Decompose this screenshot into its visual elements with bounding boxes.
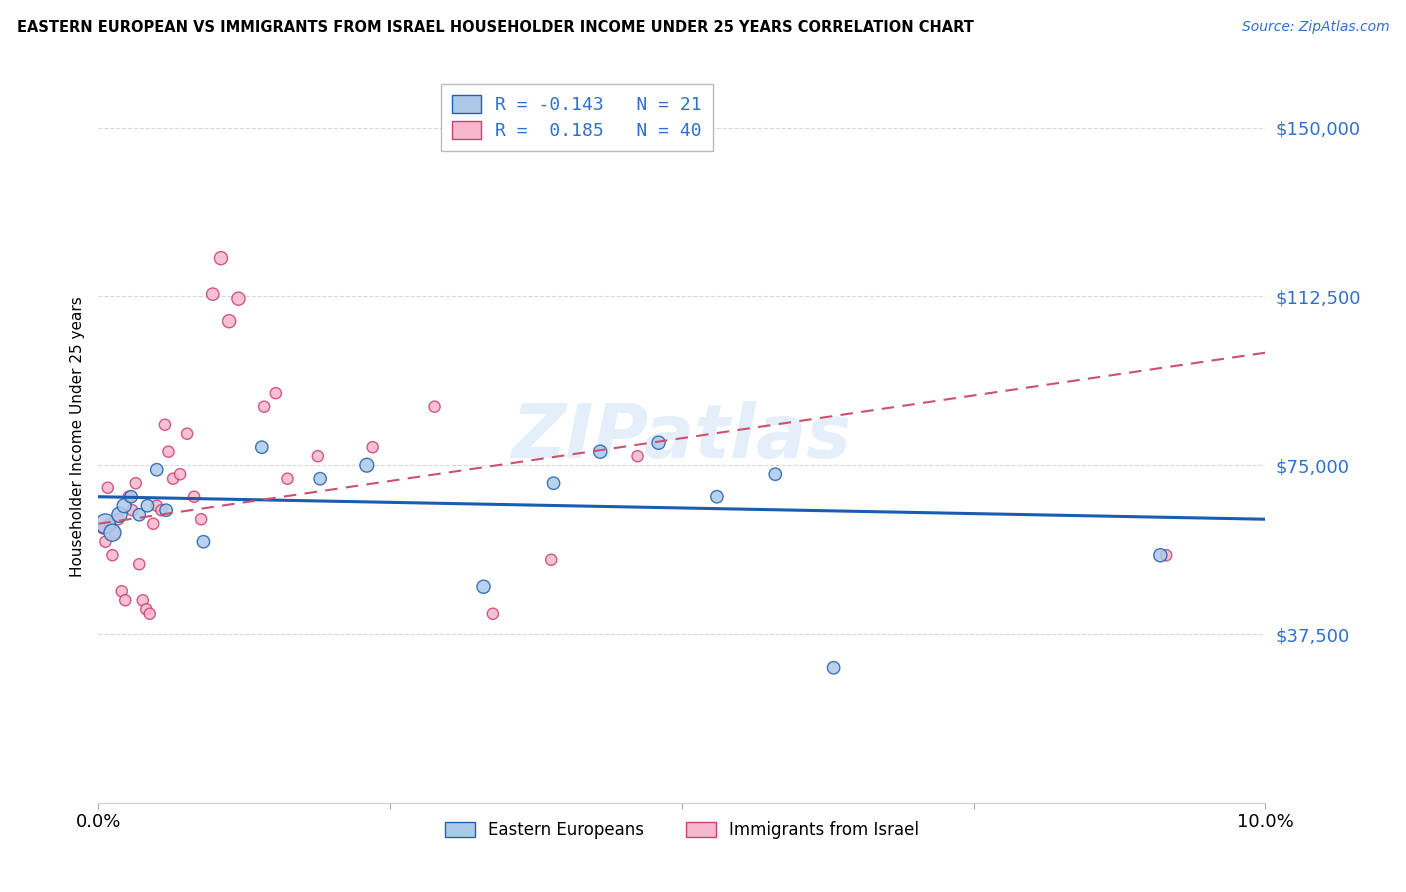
- Point: [176, 426, 198, 441]
- Point: [128, 558, 150, 572]
- Point: [763, 467, 786, 482]
- Point: [136, 499, 159, 513]
- Point: [146, 499, 169, 513]
- Y-axis label: Householder Income Under 25 years: Householder Income Under 25 years: [69, 297, 84, 577]
- Point: [218, 314, 240, 328]
- Point: [309, 472, 332, 486]
- Point: [647, 435, 669, 450]
- Point: [114, 593, 136, 607]
- Point: [125, 476, 148, 491]
- Point: [169, 467, 191, 482]
- Point: [104, 525, 127, 540]
- Point: [94, 534, 117, 549]
- Point: [135, 602, 157, 616]
- Legend: Eastern Europeans, Immigrants from Israel: Eastern Europeans, Immigrants from Israe…: [439, 814, 925, 846]
- Point: [1154, 548, 1177, 562]
- Point: [540, 553, 562, 567]
- Point: [157, 444, 180, 458]
- Point: [307, 449, 329, 463]
- Point: [107, 512, 129, 526]
- Point: [250, 440, 273, 454]
- Text: Source: ZipAtlas.com: Source: ZipAtlas.com: [1241, 20, 1389, 34]
- Point: [118, 490, 141, 504]
- Point: [146, 463, 169, 477]
- Point: [626, 449, 648, 463]
- Point: [128, 508, 150, 522]
- Point: [108, 508, 131, 522]
- Point: [153, 417, 176, 432]
- Point: [98, 516, 121, 531]
- Point: [139, 607, 162, 621]
- Point: [264, 386, 287, 401]
- Point: [150, 503, 173, 517]
- Point: [111, 584, 134, 599]
- Point: [201, 287, 224, 301]
- Point: [706, 490, 728, 504]
- Point: [121, 503, 143, 517]
- Point: [193, 534, 215, 549]
- Point: [142, 516, 165, 531]
- Point: [276, 472, 298, 486]
- Point: [356, 458, 378, 473]
- Point: [94, 516, 117, 531]
- Point: [101, 525, 124, 540]
- Point: [162, 472, 184, 486]
- Point: [132, 593, 155, 607]
- Point: [423, 400, 446, 414]
- Point: [543, 476, 565, 491]
- Point: [472, 580, 495, 594]
- Point: [97, 481, 120, 495]
- Point: [112, 499, 135, 513]
- Point: [209, 251, 232, 265]
- Point: [120, 490, 142, 504]
- Point: [482, 607, 505, 621]
- Point: [361, 440, 384, 454]
- Point: [823, 661, 845, 675]
- Text: ZIPatlas: ZIPatlas: [512, 401, 852, 474]
- Point: [190, 512, 212, 526]
- Point: [183, 490, 205, 504]
- Point: [228, 292, 250, 306]
- Point: [101, 548, 124, 562]
- Point: [155, 503, 177, 517]
- Point: [91, 521, 114, 535]
- Text: EASTERN EUROPEAN VS IMMIGRANTS FROM ISRAEL HOUSEHOLDER INCOME UNDER 25 YEARS COR: EASTERN EUROPEAN VS IMMIGRANTS FROM ISRA…: [17, 20, 974, 35]
- Point: [253, 400, 276, 414]
- Point: [589, 444, 612, 458]
- Point: [1149, 548, 1171, 562]
